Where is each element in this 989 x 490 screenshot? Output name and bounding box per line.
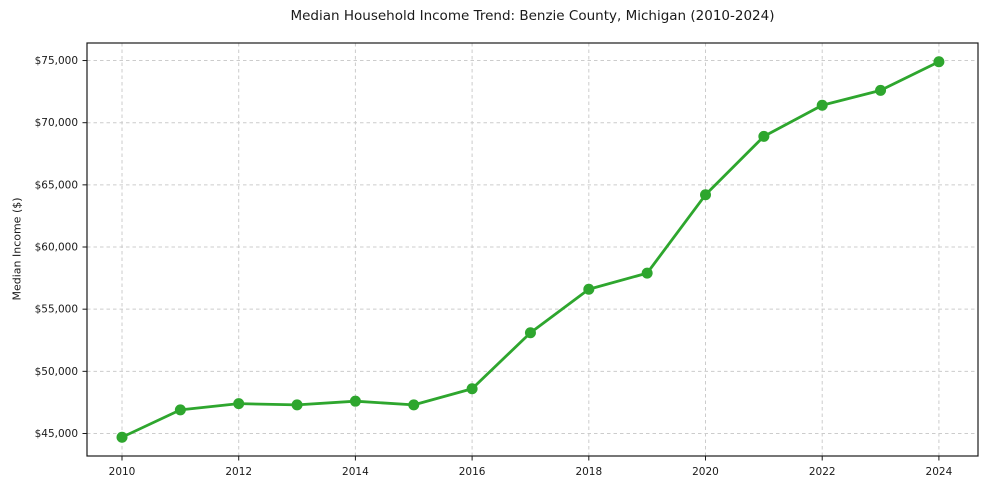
data-point-marker — [933, 56, 945, 68]
x-tick-label: 2020 — [692, 466, 719, 478]
data-point-marker — [816, 99, 828, 111]
data-point-marker — [174, 404, 186, 416]
x-tick-label: 2014 — [342, 466, 369, 478]
data-point-marker — [233, 398, 245, 410]
y-tick-label: $55,000 — [35, 304, 78, 316]
data-point-marker — [116, 431, 128, 443]
y-tick-label: $75,000 — [35, 55, 78, 67]
data-point-marker — [583, 283, 595, 295]
data-point-marker — [641, 267, 653, 279]
data-point-marker — [758, 130, 770, 142]
chart-title: Median Household Income Trend: Benzie Co… — [290, 8, 775, 24]
y-tick-label: $60,000 — [35, 242, 78, 254]
data-point-marker — [875, 84, 887, 96]
data-point-marker — [524, 327, 536, 339]
plot-border — [86, 42, 979, 457]
y-tick-label: $45,000 — [35, 428, 78, 440]
x-tick-label: 2018 — [575, 466, 602, 478]
series-line — [120, 60, 941, 439]
x-tick-label: 2010 — [109, 466, 136, 478]
data-point-marker — [408, 399, 420, 411]
y-tick-label: $70,000 — [35, 117, 78, 129]
y-tick-label: $65,000 — [35, 179, 78, 191]
data-point-marker — [291, 399, 303, 411]
x-tick-label: 2022 — [809, 466, 836, 478]
data-point-marker — [466, 383, 478, 395]
x-tick-label: 2016 — [459, 466, 486, 478]
x-tick-label: 2012 — [225, 466, 252, 478]
y-tick-label: $50,000 — [35, 366, 78, 378]
data-point-marker — [700, 189, 712, 201]
x-tick-label: 2024 — [926, 466, 953, 478]
data-point-marker — [349, 395, 361, 407]
